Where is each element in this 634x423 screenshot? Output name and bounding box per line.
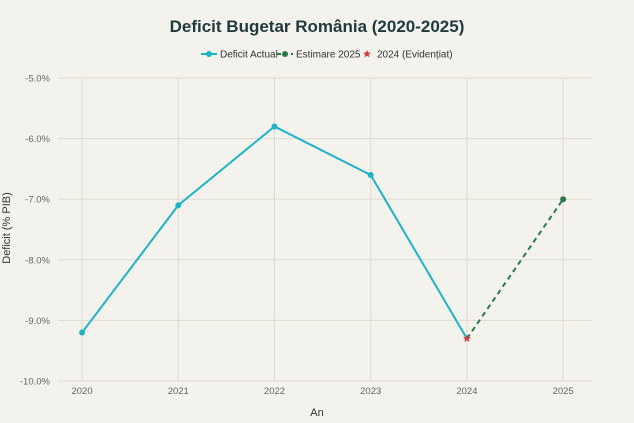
- y-tick-label: -6.0%: [25, 134, 50, 145]
- x-tick-label: 2021: [168, 386, 189, 397]
- data-point-deficit-actual: [79, 329, 86, 336]
- legend-marker-2024-evidentiat: [363, 49, 371, 58]
- x-axis-ticks: 2020 2021 2022 2023 2024 2025: [71, 386, 573, 397]
- legend-marker-deficit-actual: [206, 51, 212, 57]
- series-layer: [79, 123, 567, 342]
- y-tick-label: -8.0%: [25, 255, 50, 266]
- x-tick-label: 2022: [264, 386, 285, 397]
- y-axis-title: Deficit (% PIB): [1, 192, 13, 264]
- y-tick-label: -5.0%: [25, 74, 50, 85]
- x-tick-label: 2023: [360, 386, 381, 397]
- chart-title: Deficit Bugetar România (2020-2025): [170, 17, 465, 36]
- legend: Deficit Actual Estimare 2025 2024 (Evidenț…: [201, 50, 453, 61]
- series-line-estimare-2025: [466, 198, 564, 340]
- data-point-deficit-actual: [367, 171, 374, 178]
- y-axis-ticks: -5.0% -6.0% -7.0% -8.0% -9.0% -10.0%: [20, 74, 51, 388]
- data-point-deficit-actual: [271, 123, 278, 130]
- data-point-2024-evidentiat: [462, 334, 471, 342]
- data-point-deficit-actual: [175, 202, 182, 209]
- legend-marker-estimare-2025: [282, 51, 288, 57]
- y-tick-label: -9.0%: [25, 316, 50, 327]
- legend-label-deficit-actual: Deficit Actual: [220, 50, 278, 61]
- x-tick-label: 2024: [456, 386, 477, 397]
- data-point-estimare-2025: [560, 196, 567, 203]
- x-tick-label: 2025: [553, 386, 574, 397]
- x-axis-title: An: [310, 407, 323, 419]
- legend-label-2024-evidentiat: 2024 (Evidențiat): [377, 50, 453, 61]
- y-tick-label: -7.0%: [25, 195, 50, 206]
- grid: [58, 77, 592, 382]
- y-tick-label: -10.0%: [20, 377, 51, 388]
- legend-label-estimare-2025: Estimare 2025: [296, 50, 361, 61]
- x-tick-label: 2020: [71, 386, 92, 397]
